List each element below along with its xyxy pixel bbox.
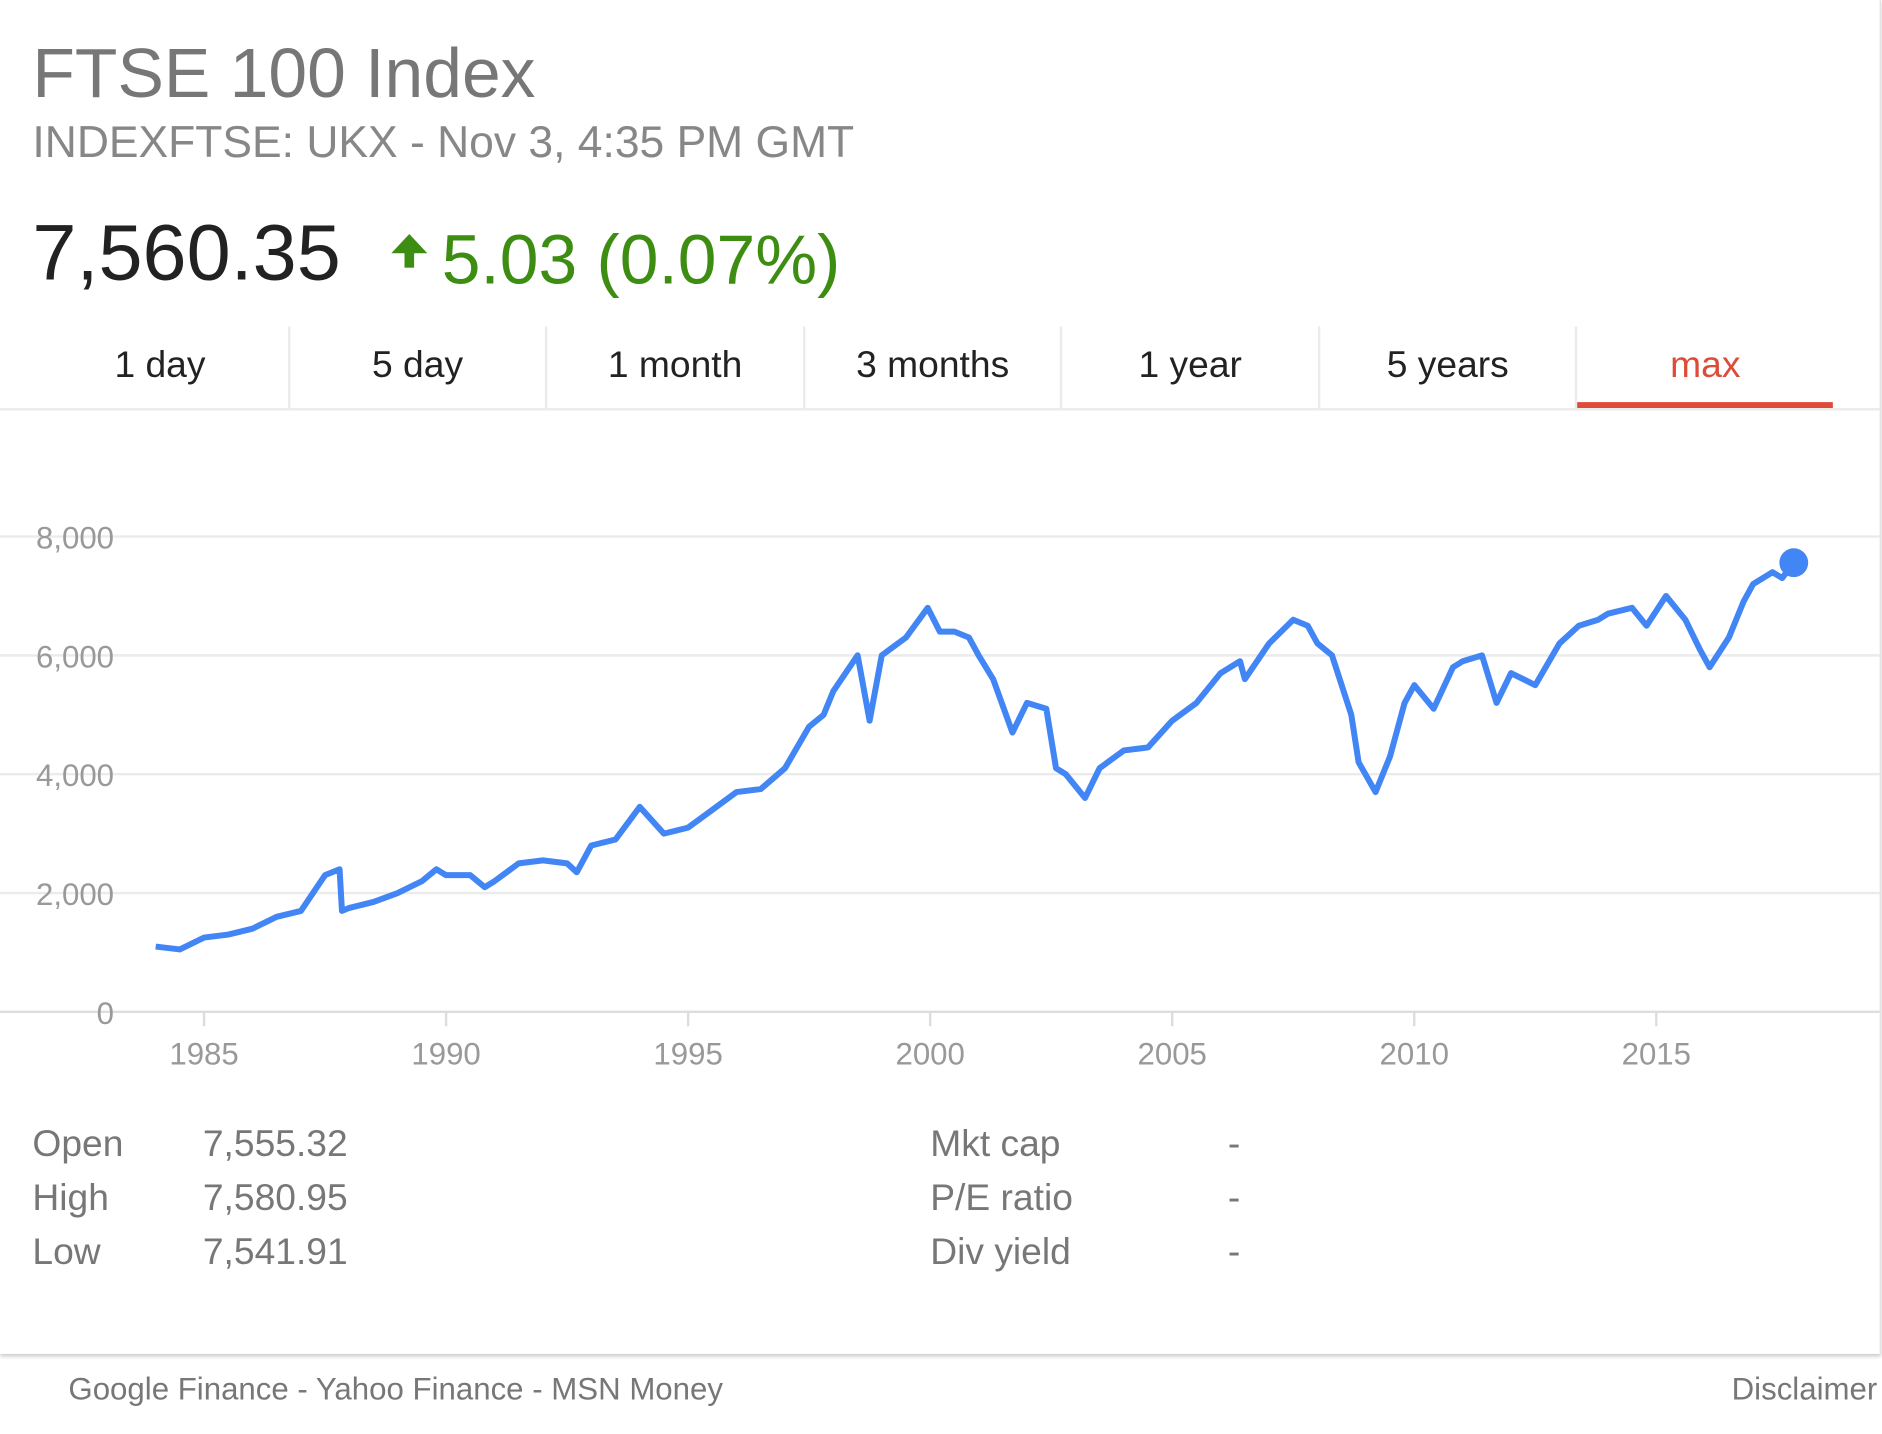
- x-tick-label: 1990: [411, 1037, 480, 1072]
- source-links: Google Finance - Yahoo Finance - MSN Mon…: [68, 1371, 723, 1408]
- x-tick-label: 2000: [895, 1037, 964, 1072]
- price-line: [155, 560, 1797, 953]
- current-price: 7,560.35: [32, 207, 341, 297]
- stats-left: Open 7,555.32 High 7,580.95 Low 7,541.91: [32, 1122, 347, 1284]
- stat-open: Open 7,555.32: [32, 1122, 347, 1176]
- stat-label: P/E ratio: [930, 1176, 1073, 1219]
- stat-label: High: [32, 1176, 109, 1219]
- range-tabs: 1 day 5 day 1 month 3 months 1 year 5 ye…: [32, 326, 1833, 409]
- separator: -: [288, 1370, 316, 1407]
- stat-value: 7,555.32: [202, 1122, 348, 1165]
- stat-low: Low 7,541.91: [32, 1230, 347, 1284]
- finance-card: FTSE 100 Index INDEXFTSE: UKX - Nov 3, 4…: [0, 0, 1881, 1354]
- stats-right: Mkt cap - P/E ratio - Div yield -: [930, 1122, 1240, 1284]
- stat-div-yield: Div yield -: [930, 1230, 1240, 1284]
- stat-label: Open: [32, 1122, 124, 1165]
- arrow-up-icon: [391, 233, 428, 268]
- price-change: 5.03 (0.07%): [391, 220, 840, 300]
- y-tick-label: 4,000: [36, 758, 114, 793]
- stat-pe-ratio: P/E ratio -: [930, 1176, 1240, 1230]
- stat-mkt-cap: Mkt cap -: [930, 1122, 1240, 1176]
- y-tick-label: 6,000: [36, 639, 114, 674]
- y-tick-label: 8,000: [36, 521, 114, 556]
- disclaimer-link[interactable]: Disclaimer: [1732, 1371, 1878, 1408]
- stat-value: -: [1227, 1230, 1241, 1273]
- stat-label: Div yield: [930, 1230, 1071, 1273]
- x-tick-label: 2010: [1380, 1037, 1449, 1072]
- stat-label: Low: [32, 1230, 101, 1273]
- tab-1-day[interactable]: 1 day: [32, 326, 290, 409]
- stat-high: High 7,580.95: [32, 1176, 347, 1230]
- last-price-marker: [1779, 548, 1809, 578]
- stat-value: 7,541.91: [202, 1230, 348, 1273]
- link-google-finance[interactable]: Google Finance: [68, 1370, 289, 1407]
- tab-max[interactable]: max: [1577, 326, 1833, 409]
- y-tick-label: 0: [97, 996, 114, 1031]
- tab-divider: [0, 408, 1880, 411]
- link-yahoo-finance[interactable]: Yahoo Finance: [315, 1370, 524, 1407]
- x-tick-label: 1995: [653, 1037, 722, 1072]
- change-value: 5.03 (0.07%): [441, 220, 841, 299]
- stat-value: -: [1227, 1122, 1241, 1165]
- tab-5-years[interactable]: 5 years: [1320, 326, 1578, 409]
- stat-label: Mkt cap: [930, 1122, 1061, 1165]
- separator: -: [523, 1370, 552, 1407]
- ticker-subtitle: INDEXFTSE: UKX - Nov 3, 4:35 PM GMT: [32, 117, 855, 167]
- tab-3-months[interactable]: 3 months: [805, 326, 1063, 409]
- y-tick-label: 2,000: [36, 877, 114, 912]
- tab-5-day[interactable]: 5 day: [290, 326, 548, 409]
- x-tick-label: 2015: [1622, 1037, 1691, 1072]
- x-tick-label: 1985: [169, 1037, 238, 1072]
- disclaimer-text[interactable]: Disclaimer: [1731, 1370, 1878, 1407]
- tab-1-year[interactable]: 1 year: [1063, 326, 1321, 409]
- stat-value: -: [1227, 1176, 1241, 1219]
- x-tick-label: 2005: [1138, 1037, 1207, 1072]
- stat-value: 7,580.95: [202, 1176, 348, 1219]
- tab-1-month[interactable]: 1 month: [548, 326, 806, 409]
- link-msn-money[interactable]: MSN Money: [551, 1370, 723, 1407]
- page-title: FTSE 100 Index: [32, 34, 536, 113]
- price-chart[interactable]: 0 2,000 4,000 6,000 8,000 1985 1990 1995 2000 200…: [0, 456, 1880, 1080]
